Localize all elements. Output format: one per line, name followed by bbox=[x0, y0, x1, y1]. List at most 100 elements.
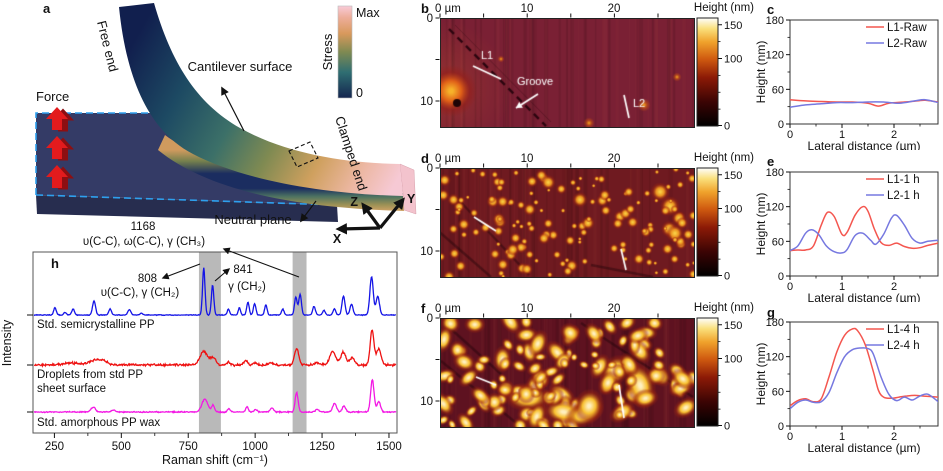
legend-label: L2-4 h bbox=[887, 340, 920, 352]
colorbar-tick-label: 150 bbox=[724, 320, 742, 332]
panel-d-afm-map: 0 µm 10 20 0 10 150 100 0 Height (nm) bbox=[420, 150, 755, 300]
afm-y-label-10: 10 bbox=[420, 396, 433, 408]
x-tick-label: 0 bbox=[787, 281, 793, 293]
panel-a-label: a bbox=[43, 1, 51, 16]
raman-x-tick-label: 1500 bbox=[376, 441, 402, 453]
panel-e-profile-chart: 0 60 120 180 0 1 2 Lateral distance (µm) Height … bbox=[755, 152, 943, 302]
x-axis-arrow bbox=[335, 223, 381, 235]
y-axis-title: Height (nm) bbox=[755, 41, 768, 104]
raman-trace-label: Std. amorphous PP wax bbox=[37, 417, 160, 429]
afm-x-label-0um: 0 µm bbox=[435, 303, 461, 315]
free-end-label: Free end bbox=[94, 19, 121, 73]
y-axis-label: Y bbox=[407, 192, 416, 206]
height-colorbar-d bbox=[696, 167, 719, 277]
colorbar-tick-label: 150 bbox=[724, 20, 742, 32]
afm-x-label-20: 20 bbox=[608, 3, 621, 15]
y-tick-label: 180 bbox=[766, 15, 784, 27]
panel-e-label: e bbox=[767, 154, 775, 169]
raman-x-tick-label: 250 bbox=[45, 441, 64, 453]
raman-trace-1 bbox=[33, 329, 397, 369]
panel-h-raman-spectra: 250 500 750 1000 1250 1500 Raman shift (cm⁻¹) I… bbox=[0, 216, 432, 471]
series-line-L2-Raw bbox=[790, 98, 938, 108]
raman-trace-2 bbox=[33, 378, 397, 415]
panel-h-label: h bbox=[51, 256, 59, 271]
force-arrow-icon bbox=[46, 107, 68, 130]
series-line-L2-1 h bbox=[790, 214, 938, 254]
plot-frame bbox=[789, 19, 939, 125]
x-tick-label: 2 bbox=[891, 431, 897, 443]
annotation-1168-modes: υ(C-C), ω(C-C), γ (CH₃) bbox=[83, 236, 205, 248]
raman-y-axis-title: Intensity bbox=[0, 319, 14, 366]
height-colorbar-title: Height (nm) bbox=[694, 302, 754, 314]
legend-label: L2-1 h bbox=[887, 190, 920, 202]
neutral-plane-arrow bbox=[299, 200, 317, 223]
x-tick-label: 0 bbox=[787, 129, 793, 141]
cantilever-surface-arrow bbox=[221, 86, 245, 132]
stress-max-label: Max bbox=[356, 6, 380, 20]
raman-x-tick-label: 1250 bbox=[309, 441, 335, 453]
afm-y-label-0: 0 bbox=[427, 13, 433, 25]
cantilever-surface-label: Cantilever surface bbox=[188, 59, 293, 74]
panel-a-cantilever-schematic: Force Free end Cantilever surface Clamped e… bbox=[0, 0, 420, 250]
slab-dashed-bottom bbox=[35, 194, 338, 206]
y-tick-label: 60 bbox=[772, 386, 784, 398]
raman-trace-label: sheet surface bbox=[37, 383, 106, 395]
series-line-L1-1 h bbox=[790, 205, 938, 252]
y-tick-label: 0 bbox=[778, 421, 784, 433]
afm-x-label-10: 10 bbox=[521, 153, 534, 165]
x-tick-label: 2 bbox=[891, 129, 897, 141]
y-tick-label: 120 bbox=[766, 352, 784, 364]
raman-frame bbox=[32, 251, 398, 434]
y-axis-title: Height (nm) bbox=[755, 343, 768, 406]
raman-trace-label: Std. semicrystalline PP bbox=[37, 319, 155, 331]
afm-x-label-20: 20 bbox=[608, 153, 621, 165]
afm-y-label-10: 10 bbox=[420, 96, 433, 108]
afm-x-label-10: 10 bbox=[521, 303, 534, 315]
panel-f-afm-map: 0 µm 10 20 0 10 150 100 0 Height (nm) bbox=[420, 300, 755, 471]
afm-axes-svg-d: 0 µm 10 20 0 10 150 100 0 Height (nm) bbox=[420, 152, 754, 283]
x-axis-label: X bbox=[333, 232, 342, 246]
colorbar-tick-label: 0 bbox=[724, 421, 730, 433]
raman-x-tick-label: 750 bbox=[179, 441, 198, 453]
force-arrow-shadow bbox=[52, 108, 74, 132]
afm-map-image-f bbox=[440, 318, 695, 428]
x-tick-label: 0 bbox=[787, 431, 793, 443]
annotation-841-arrow bbox=[214, 268, 231, 282]
annotation-808-arrow bbox=[161, 263, 201, 280]
panel-b-afm-map: 0 µm 10 20 0 10 150 100 0 Height (nm) bbox=[420, 0, 755, 150]
legend-label: L1-4 h bbox=[887, 324, 920, 336]
x-axis-title: Lateral distance (µm) bbox=[808, 139, 921, 150]
panel-b-label: b bbox=[421, 1, 429, 16]
height-colorbar-title: Height (nm) bbox=[694, 152, 754, 164]
y-tick-label: 180 bbox=[766, 317, 784, 329]
slab-front-face bbox=[36, 195, 338, 222]
annotation-1168: 1168 bbox=[131, 221, 156, 233]
x-tick-label: 1 bbox=[839, 431, 845, 443]
plot-frame bbox=[789, 321, 939, 427]
y-tick-label: 120 bbox=[766, 202, 784, 214]
beam-top-surface bbox=[119, 3, 403, 196]
panel-c-profile-chart: 0 60 120 180 0 1 2 Lateral distance (µm) Height … bbox=[755, 0, 943, 150]
panel-g-profile-chart: 0 60 120 180 0 1 2 Lateral distance (µm) Height … bbox=[755, 302, 943, 471]
y-tick-label: 180 bbox=[766, 167, 784, 179]
afm-x-label-0um: 0 µm bbox=[435, 153, 461, 165]
raman-x-tick-label: 500 bbox=[112, 441, 131, 453]
panel-d-label: d bbox=[421, 151, 429, 166]
annotation-1168-arrow bbox=[222, 247, 300, 278]
y-tick-label: 0 bbox=[778, 119, 784, 131]
afm-x-label-10: 10 bbox=[521, 3, 534, 15]
colorbar-tick-label: 0 bbox=[724, 121, 730, 133]
raman-highlight-band bbox=[198, 252, 221, 433]
x-axis-title: Lateral distance (µm) bbox=[808, 291, 921, 302]
series-line-L2-4 h bbox=[790, 347, 938, 410]
stress-colorbar bbox=[337, 5, 353, 99]
x-tick-label: 1 bbox=[839, 129, 845, 141]
z-axis-arrow bbox=[361, 202, 382, 229]
y-axis-arrow bbox=[378, 197, 405, 230]
neutral-plane-label: Neutral plane bbox=[214, 212, 291, 227]
panel-g-label: g bbox=[767, 305, 775, 320]
z-axis-label: Z bbox=[350, 195, 358, 209]
